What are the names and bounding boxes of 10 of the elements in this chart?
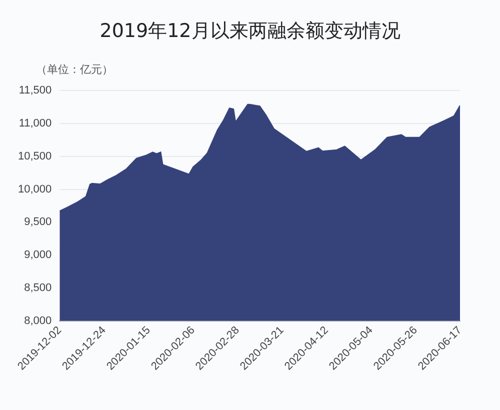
y-tick-label: 10,000 (18, 183, 52, 196)
y-tick-label: 9,500 (24, 216, 52, 228)
y-tick-label: 11,000 (18, 118, 52, 130)
y-tick-label: 9,000 (24, 249, 52, 262)
y-tick-label: 11,500 (18, 84, 52, 97)
y-axis-title: （单位：亿元） (36, 62, 113, 77)
y-tick-label: 8,500 (24, 282, 52, 294)
y-tick-label: 8,000 (24, 314, 52, 327)
chart-title: 2019年12月以来两融余额变动情况 (98, 19, 402, 44)
y-tick-label: 10,500 (18, 150, 52, 162)
